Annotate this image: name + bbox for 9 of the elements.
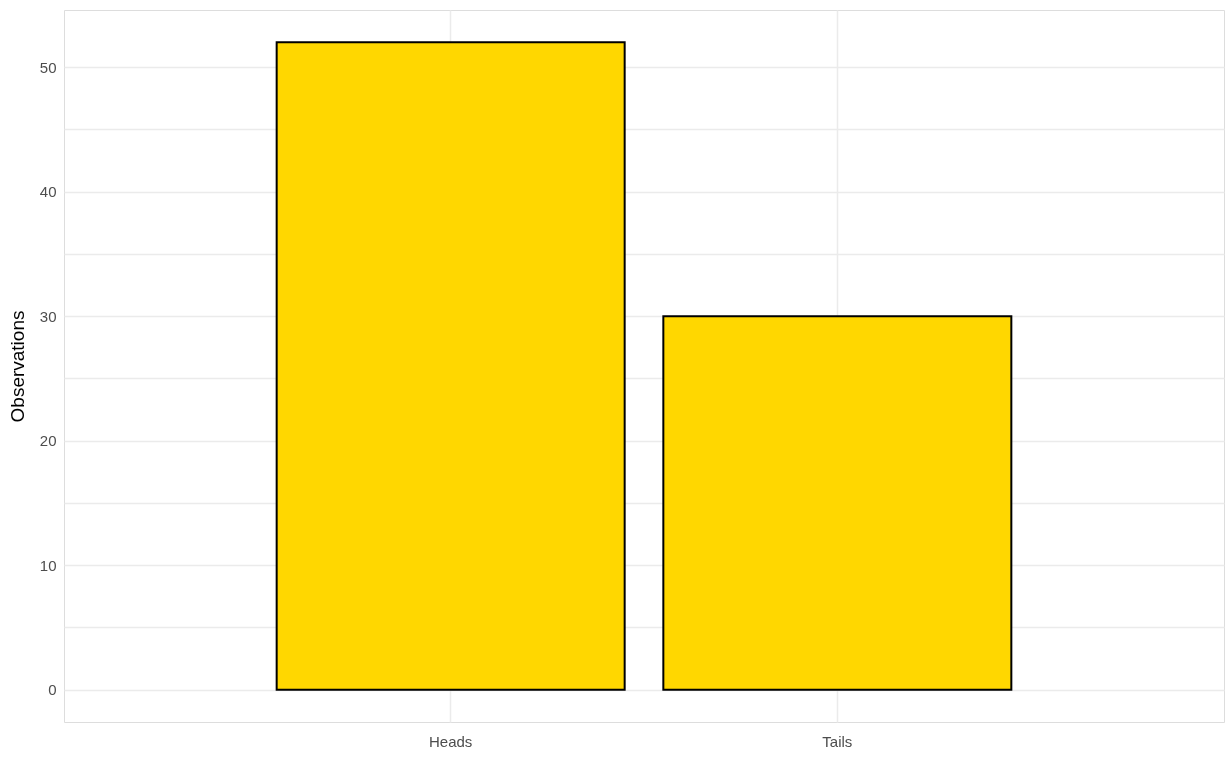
x-tick-label: Heads: [428, 732, 473, 750]
x-tick-label: Tails: [822, 732, 853, 750]
y-axis-title: Observations: [6, 310, 28, 423]
y-tick-label: 0: [48, 681, 57, 699]
y-tick-label: 50: [39, 58, 57, 76]
y-tick-label: 20: [39, 432, 57, 450]
y-tick-label: 30: [39, 307, 57, 325]
y-tick-label: 40: [39, 183, 57, 201]
y-tick-label: 10: [39, 556, 57, 574]
